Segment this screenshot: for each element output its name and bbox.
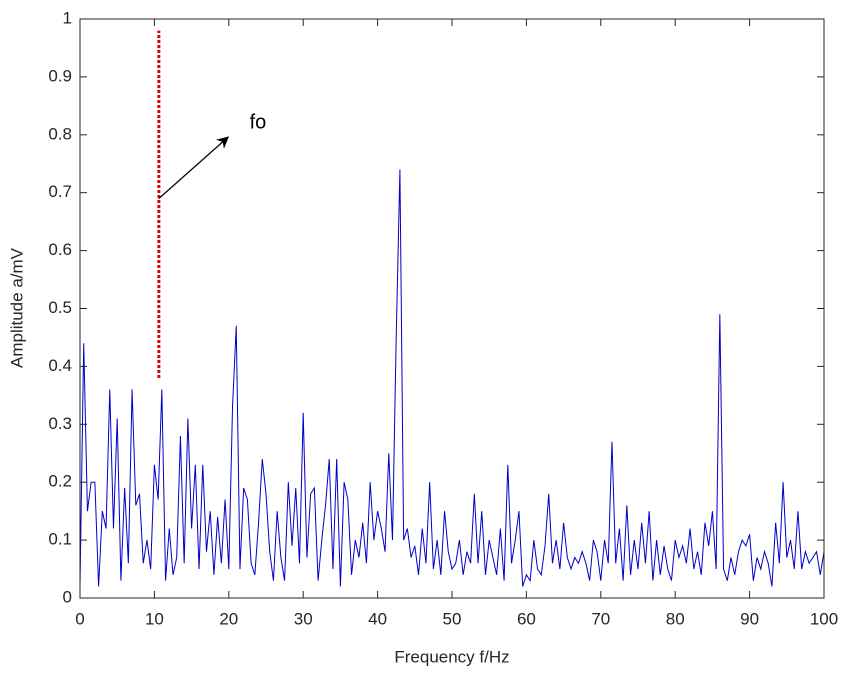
x-tick-label: 30 — [294, 609, 313, 628]
y-tick-label: 0.3 — [48, 414, 72, 433]
x-tick-label: 60 — [517, 609, 536, 628]
x-tick-label: 10 — [145, 609, 164, 628]
x-tick-label: 100 — [810, 609, 838, 628]
x-tick-label: 80 — [666, 609, 685, 628]
y-tick-label: 0.9 — [48, 66, 72, 85]
y-tick-label: 0.6 — [48, 240, 72, 259]
y-tick-label: 0.7 — [48, 182, 72, 201]
x-tick-label: 40 — [368, 609, 387, 628]
y-axis-label: Amplitude a/mV — [7, 247, 26, 368]
y-tick-label: 0.5 — [48, 298, 72, 317]
y-tick-label: 0.8 — [48, 124, 72, 143]
y-tick-label: 0 — [63, 587, 72, 606]
y-tick-label: 0.2 — [48, 472, 72, 491]
y-tick-label: 1 — [63, 8, 72, 27]
spectrum-line — [79, 169, 825, 587]
annotation-arrow — [158, 136, 229, 199]
y-tick-label: 0.1 — [48, 530, 72, 549]
x-tick-label: 20 — [219, 609, 238, 628]
x-tick-label: 90 — [740, 609, 759, 628]
x-tick-label: 70 — [591, 609, 610, 628]
x-tick-label: 0 — [75, 609, 84, 628]
y-tick-label: 0.4 — [48, 356, 72, 375]
x-tick-label: 50 — [443, 609, 462, 628]
annotation-text: fo — [250, 112, 267, 134]
x-axis-label: Frequency f/Hz — [394, 647, 509, 666]
